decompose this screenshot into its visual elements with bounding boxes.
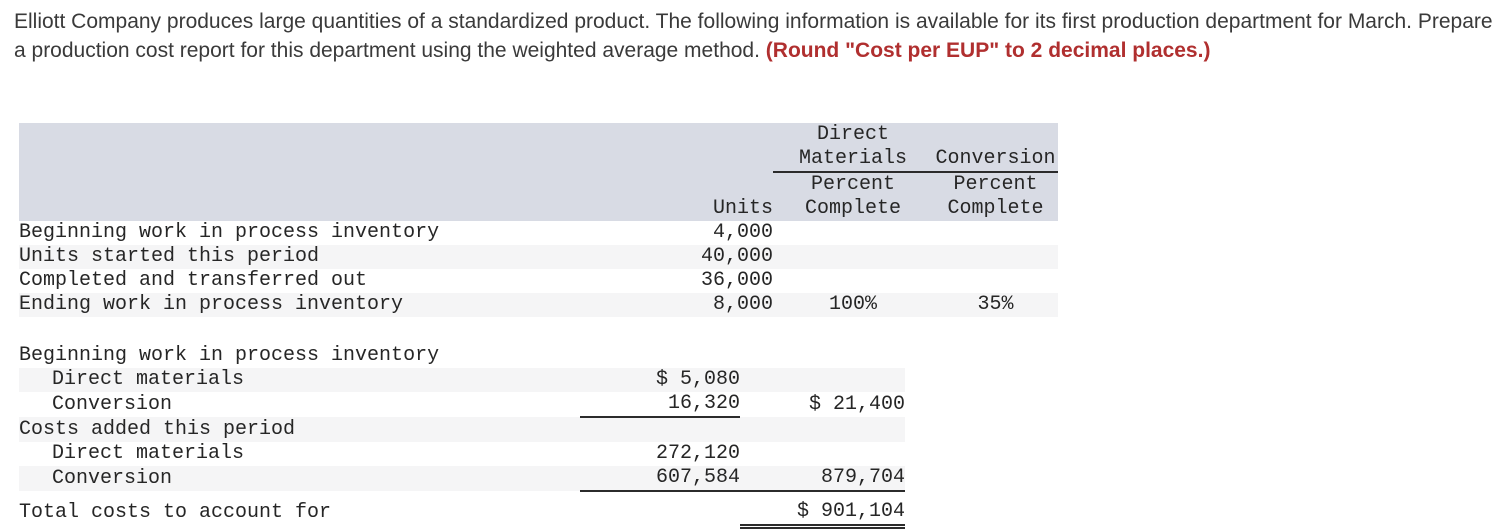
- conv-percent-value: 35%: [977, 293, 1014, 316]
- header-dm-percent: Percent: [773, 172, 933, 197]
- amount-col2: $ 21,400: [808, 392, 905, 416]
- empty-cell: [19, 147, 580, 172]
- header-units: Units: [580, 197, 773, 221]
- table-row: Direct materials 272,120: [19, 442, 905, 466]
- amount-col2: [740, 368, 905, 392]
- header-conversion: Conversion: [933, 147, 1058, 173]
- table-row: Conversion 16,320 $ 21,400: [19, 392, 905, 418]
- spacer-row: [19, 491, 905, 500]
- units-value: 36,000: [700, 269, 773, 292]
- empty-cell: [580, 147, 773, 172]
- header-conv-percent: Percent: [933, 172, 1058, 197]
- table-row: Ending work in process inventory 8,000 1…: [19, 293, 1058, 317]
- header-row-percent: Percent Percent: [19, 172, 1058, 197]
- table-row: Direct materials $ 5,080: [19, 368, 905, 392]
- costs-table: Beginning work in process inventory Dire…: [19, 344, 905, 529]
- row-label: Direct materials: [52, 442, 245, 465]
- amount-col2: [740, 442, 905, 466]
- conv-percent-value: [933, 245, 1058, 269]
- row-label: Beginning work in process inventory: [19, 221, 440, 244]
- conv-percent-value: [933, 221, 1058, 245]
- dm-percent-value: 100%: [828, 293, 877, 316]
- problem-instruction-rounding: (Round "Cost per EUP" to 2 decimal place…: [765, 39, 1211, 62]
- row-label: Costs added this period: [19, 417, 296, 441]
- row-label: Units started this period: [19, 245, 320, 268]
- header-dm-complete: Complete: [773, 197, 933, 221]
- header-direct: Direct: [773, 123, 933, 147]
- row-label: Direct materials: [52, 368, 245, 391]
- amount-col2: [740, 417, 905, 442]
- header-row-direct: Direct: [19, 123, 1058, 147]
- table-row: Units started this period 40,000: [19, 245, 1058, 269]
- table-row: Beginning work in process inventory: [19, 344, 905, 368]
- header-materials: Materials: [773, 147, 933, 173]
- row-label: Ending work in process inventory: [19, 293, 404, 316]
- amount-col1: 16,320: [580, 392, 740, 418]
- header-conv-complete: Complete: [933, 197, 1058, 221]
- table-row-total: Total costs to account for $ 901,104: [19, 500, 905, 529]
- empty-cell: [580, 172, 773, 197]
- problem-text: Elliott Company produces large quantitie…: [14, 10, 1493, 62]
- problem-statement: Elliott Company produces large quantitie…: [14, 7, 1496, 65]
- dm-percent-value: [773, 269, 933, 293]
- empty-cell: [19, 123, 580, 147]
- header-row-units-complete: Units Complete Complete: [19, 197, 1058, 221]
- dm-percent-value: [773, 221, 933, 245]
- amount-col1: [580, 417, 740, 442]
- dm-percent-value: [773, 245, 933, 269]
- row-label: Total costs to account for: [19, 501, 332, 525]
- amount-col1: $ 5,080: [655, 368, 740, 391]
- empty-cell: [580, 123, 773, 147]
- table-row: Completed and transferred out 36,000: [19, 269, 1058, 293]
- amount-col2: [740, 344, 905, 368]
- row-label: Completed and transferred out: [19, 269, 368, 292]
- table-row: Costs added this period: [19, 417, 905, 442]
- amount-col1: 607,584: [580, 466, 740, 492]
- empty-cell: [19, 197, 580, 221]
- units-value: 8,000: [712, 293, 773, 316]
- units-table-header: Direct Materials Conversion Percent Perc…: [19, 123, 1058, 221]
- amount-col1: [580, 344, 740, 368]
- amount-col2: $ 901,104: [740, 500, 905, 529]
- table-row: Conversion 607,584 879,704: [19, 466, 905, 492]
- units-table: Direct Materials Conversion Percent Perc…: [19, 123, 1058, 317]
- empty-cell: [933, 123, 1058, 147]
- amount-col2: 879,704: [740, 466, 905, 492]
- row-label: Beginning work in process inventory: [19, 344, 440, 367]
- conv-percent-value: [933, 269, 1058, 293]
- units-value: 40,000: [700, 245, 773, 268]
- amount-col1: [580, 500, 740, 527]
- units-value: 4,000: [712, 221, 773, 244]
- row-label: Conversion: [52, 466, 173, 490]
- header-row-materials-conversion: Materials Conversion: [19, 147, 1058, 173]
- amount-col1: 272,120: [655, 442, 740, 465]
- empty-cell: [19, 172, 580, 197]
- table-row: Beginning work in process inventory 4,00…: [19, 221, 1058, 245]
- row-label: Conversion: [52, 392, 173, 416]
